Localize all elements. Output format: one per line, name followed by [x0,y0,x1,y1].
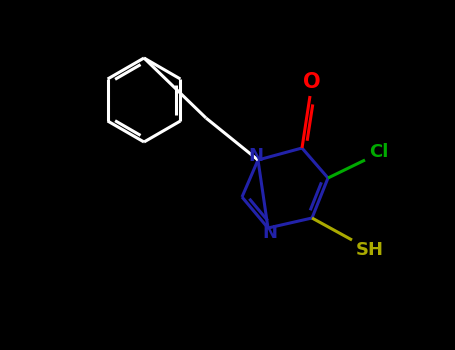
Text: N: N [263,224,278,242]
Text: Cl: Cl [369,143,389,161]
Text: SH: SH [356,241,384,259]
Text: O: O [303,72,321,92]
Text: N: N [248,147,263,165]
